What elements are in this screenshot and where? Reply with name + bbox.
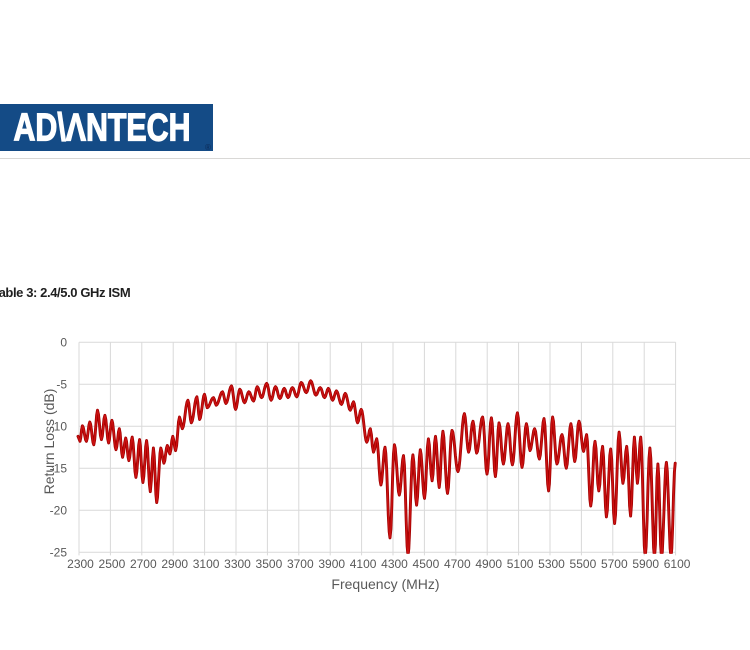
svg-text:6100: 6100: [664, 557, 691, 571]
svg-text:5300: 5300: [538, 557, 565, 571]
svg-text:2700: 2700: [130, 557, 157, 571]
svg-text:AD\ΛNTECH: AD\ΛNTECH: [14, 107, 191, 150]
svg-text:2900: 2900: [161, 557, 188, 571]
svg-text:3700: 3700: [287, 557, 314, 571]
svg-text:3500: 3500: [256, 557, 283, 571]
svg-text:4900: 4900: [475, 557, 502, 571]
svg-text:5100: 5100: [507, 557, 534, 571]
svg-text:2300: 2300: [67, 557, 94, 571]
svg-text:-15: -15: [50, 461, 68, 475]
svg-text:4700: 4700: [444, 557, 471, 571]
svg-text:®: ®: [205, 143, 211, 152]
svg-text:-5: -5: [56, 377, 67, 391]
svg-text:3300: 3300: [224, 557, 251, 571]
svg-text:2500: 2500: [99, 557, 126, 571]
svg-text:4300: 4300: [381, 557, 408, 571]
svg-text:0: 0: [60, 335, 67, 349]
svg-text:5900: 5900: [632, 557, 659, 571]
svg-text:Frequency (MHz): Frequency (MHz): [331, 576, 439, 592]
svg-text:3900: 3900: [318, 557, 345, 571]
svg-text:3100: 3100: [193, 557, 220, 571]
svg-text:-20: -20: [50, 503, 68, 517]
svg-text:Return Loss (dB): Return Loss (dB): [41, 389, 57, 495]
svg-text:4100: 4100: [350, 557, 377, 571]
svg-text:5500: 5500: [570, 557, 597, 571]
svg-text:-10: -10: [50, 419, 68, 433]
svg-text:5700: 5700: [601, 557, 628, 571]
svg-text:-25: -25: [50, 545, 68, 559]
svg-text:4500: 4500: [413, 557, 440, 571]
